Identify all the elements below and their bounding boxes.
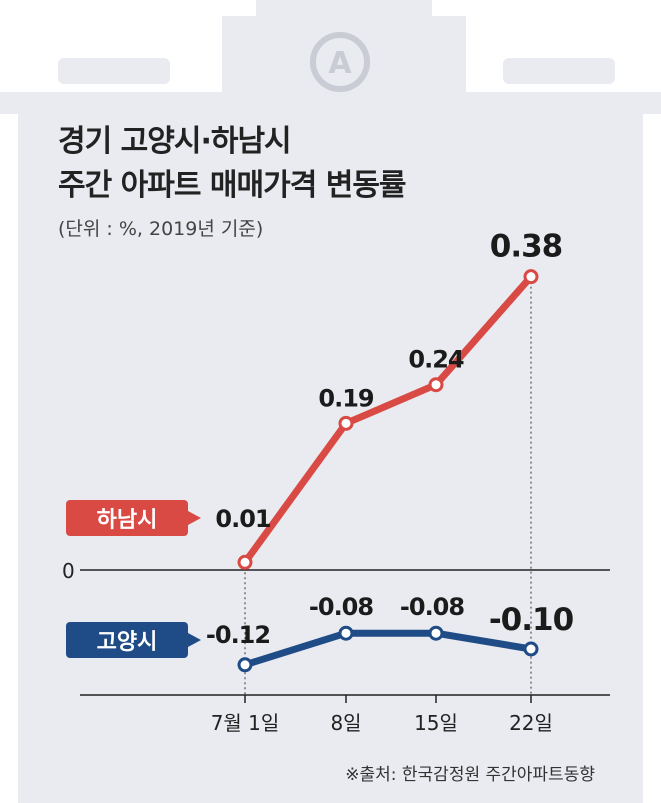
data-point [338, 625, 354, 641]
series-tag-hanam: 하남시 [66, 500, 201, 536]
guide-lines [244, 276, 532, 695]
x-tick-label: 8일 [330, 711, 361, 735]
series-hanam: 0.01 0.19 0.24 0.38 [215, 229, 563, 570]
data-label: -0.10 [489, 602, 574, 638]
data-label: 0.01 [215, 505, 271, 533]
logo-letter: A [328, 46, 352, 81]
data-point [338, 415, 354, 431]
data-label: 0.19 [318, 384, 374, 412]
data-label: -0.08 [309, 593, 373, 621]
data-label: -0.08 [400, 593, 464, 621]
data-point [237, 554, 253, 570]
series-goyang: -0.12 -0.08 -0.08 -0.10 [206, 593, 575, 673]
logo-emblem: A [310, 32, 370, 92]
series-line [241, 273, 535, 566]
data-point [523, 641, 539, 657]
data-point [428, 625, 444, 641]
data-label: 0.38 [490, 229, 563, 265]
x-ticks: 7월 1일 8일 15일 22일 [211, 695, 553, 735]
series-line [241, 629, 535, 669]
data-label: -0.12 [206, 621, 270, 649]
data-point [237, 657, 253, 673]
zero-axis-label: 0 [62, 559, 75, 583]
source-note: ※출처: 한국감정원 주간아파트동향 [345, 765, 595, 785]
data-point [523, 269, 539, 285]
series-tag-goyang: 고양시 [66, 622, 201, 658]
data-label: 0.24 [408, 346, 464, 374]
x-tick-label: 7월 1일 [211, 711, 280, 735]
x-tick-label: 15일 [414, 711, 458, 735]
data-point [428, 377, 444, 393]
chart-title: 경기 고양시·하남시 [58, 124, 292, 159]
x-tick-label: 22일 [509, 711, 553, 735]
chart-subtitle: 주간 아파트 매매가격 변동률 [58, 168, 407, 203]
unit-note: (단위 : %, 2019년 기준) [58, 218, 264, 240]
series-layer: 0.01 0.19 0.24 0.38 -0.12 -0.08 -0.08 -0.10 [206, 229, 575, 673]
